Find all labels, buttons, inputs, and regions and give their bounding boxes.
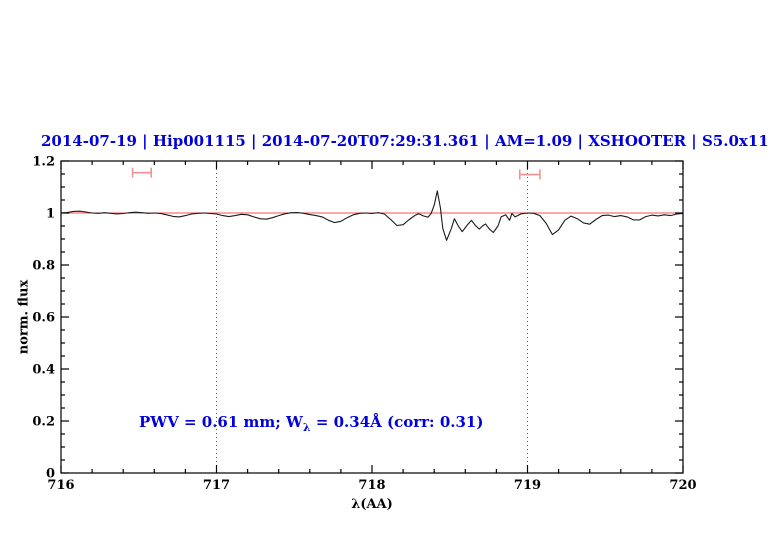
y-tick-label: 0.4: [32, 363, 55, 378]
x-tick-label: 716: [47, 478, 74, 493]
y-tick-label: 0.6: [32, 311, 55, 326]
x-axis-label: λ(AA): [351, 497, 393, 512]
lambda-subscript: λ: [302, 421, 311, 434]
x-tick-label: 719: [514, 478, 541, 493]
y-tick-label: 0.2: [32, 415, 55, 430]
pwv-annotation-prefix: PWV = 0.61 mm; W: [139, 413, 303, 431]
y-tick-label: 1.2: [32, 155, 55, 170]
y-axis-label: norm. flux: [16, 279, 32, 355]
y-tick-label: 1: [46, 207, 55, 222]
plot-title: 2014-07-19 | Hip001115 | 2014-07-20T07:2…: [41, 132, 769, 150]
x-tick-label: 717: [203, 478, 230, 493]
x-tick-label: 720: [669, 478, 696, 493]
y-tick-label: 0.8: [32, 259, 55, 274]
x-tick-label: 718: [358, 478, 385, 493]
pwv-annotation-suffix: = 0.34Å (corr: 0.31): [310, 413, 484, 431]
y-tick-label: 0: [46, 467, 55, 482]
spectrum-line: [60, 190, 684, 241]
pwv-annotation: PWV = 0.61 mm; Wλ = 0.34Å (corr: 0.31): [139, 413, 483, 434]
